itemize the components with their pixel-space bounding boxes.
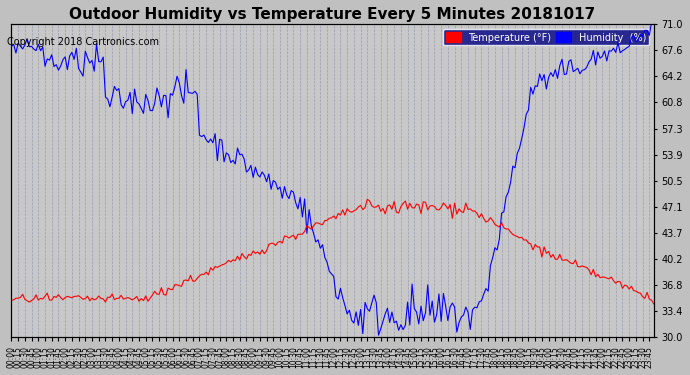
Legend: Temperature (°F), Humidity  (%): Temperature (°F), Humidity (%) [443,29,649,45]
Title: Outdoor Humidity vs Temperature Every 5 Minutes 20181017: Outdoor Humidity vs Temperature Every 5 … [70,7,595,22]
Text: Copyright 2018 Cartronics.com: Copyright 2018 Cartronics.com [7,37,159,47]
